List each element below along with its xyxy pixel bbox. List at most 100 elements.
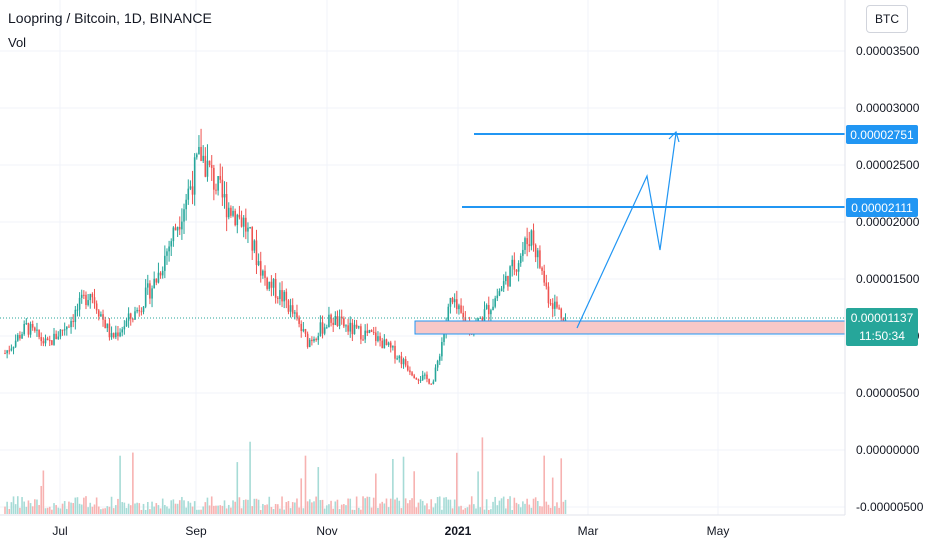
candle-body [172,227,175,242]
candle-body [424,374,426,376]
volume-bar [83,497,85,514]
volume-bar [168,508,170,514]
volume-bar [29,503,32,514]
volume-bar [95,497,98,514]
candle-body [245,217,247,232]
candle-body [306,333,309,347]
candle-body [80,294,83,298]
volume-bar [385,498,388,514]
volume-bar [522,501,524,514]
candle-body [311,339,313,342]
candle-body [334,316,337,325]
candle-body [417,379,420,381]
candle-body [428,378,430,384]
volume-bar [473,504,475,514]
volume-bar [238,497,241,514]
candle-body [93,297,96,304]
volume-bar [528,504,531,514]
candle-body [398,356,401,359]
label-target-high: 0.00002751 [846,125,918,144]
price-axis[interactable]: 0.00003500 0.00003000 0.00002500 0.00002000… [856,44,924,514]
candle-body [27,323,30,335]
volume-bar [25,506,28,514]
volume-bar [381,501,384,514]
volume-bar [366,496,369,514]
price-tick-label: -0.00000500 [856,500,924,514]
candle-body [558,307,560,309]
volume-bar [227,504,230,514]
chart-title: Loopring / Bitcoin, 1D, BINANCE [8,10,212,26]
candle-body [87,300,89,306]
candle-body [164,255,166,271]
candle-body [259,261,262,276]
candle-body [419,379,422,381]
volume-bar [498,500,501,514]
volume-bar [334,501,337,514]
candle-body [507,276,509,287]
volume-indicator-label[interactable]: Vol [8,35,27,50]
candle-body [29,324,32,335]
volume-bar [558,507,560,514]
candle-body [185,199,187,210]
candle-body [377,336,379,341]
label-target-mid-text: 0.00002111 [851,201,913,215]
volume-bar [532,498,535,514]
candle-body [270,281,273,288]
price-tick-label: 0.00003500 [856,44,920,58]
volume-bar [500,498,503,514]
candle-body [170,241,173,247]
candle-body [181,221,183,230]
candle-body [129,313,132,319]
volume-bar [436,497,439,514]
volume-bar [57,507,60,514]
candle-body [51,340,53,345]
candle-body [132,318,134,320]
candle-body [453,299,456,303]
candle-body [511,259,514,267]
candle-body [436,360,439,368]
volume-bar [55,505,57,514]
candle-body [238,214,241,218]
volume-bar [10,502,13,514]
candle-body [490,310,492,315]
currency-button[interactable]: BTC [866,5,908,33]
candle-body [149,283,151,299]
candle-body [227,207,230,218]
volume-bar [294,502,296,514]
candle-body [460,305,462,313]
time-axis[interactable]: Jul Sep Nov 2021 Mar May [52,524,729,538]
candle-body [379,336,381,341]
volume-bar [270,506,273,514]
volume-bar [102,508,104,514]
candle-body [104,319,106,329]
volume-bar [357,507,360,514]
support-zone[interactable] [414,320,846,335]
volume-bar [38,504,40,514]
projection-path[interactable] [576,132,677,329]
candle-body [240,217,243,227]
candle-body [353,324,356,335]
candle-body [146,283,149,288]
volume-bar [63,501,66,514]
volume-bar [242,500,245,514]
volume-bar [351,509,354,514]
volume-bar [153,506,155,514]
volume-bar [315,496,317,514]
volume-bar [383,503,386,514]
volume-bar [240,508,243,514]
volume-bar [451,508,454,514]
candle-body [458,305,460,310]
volume-bar [551,477,554,514]
volume-bar [155,503,158,514]
candle-body [198,146,200,155]
candle-body [14,340,17,347]
volume-bar [42,470,45,514]
volume-bar [353,509,356,514]
volume-bar [328,504,330,514]
candle-body [151,288,153,299]
volume-bar [44,508,47,514]
volume-bar [51,509,53,514]
volume-bar [343,504,345,514]
